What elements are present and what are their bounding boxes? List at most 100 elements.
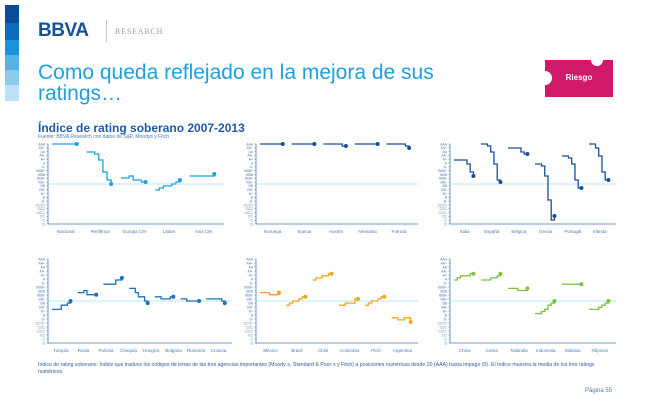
y-tick-label: A- — [42, 281, 45, 285]
y-tick-label: CCC+ — [438, 321, 447, 325]
series-end-marker — [119, 275, 124, 280]
y-tick-label: C — [43, 218, 46, 222]
y-tick-label: CC — [40, 333, 45, 337]
series-end-marker — [382, 294, 387, 299]
x-category-label: Grecia — [539, 229, 553, 234]
y-tick-label: BB — [40, 301, 45, 305]
bbva-logo: BBVA — [38, 20, 89, 41]
series-end-marker — [343, 144, 348, 148]
x-category-label: Turquía — [53, 348, 69, 353]
y-tick-label: B- — [444, 199, 447, 203]
series-end-marker — [329, 271, 334, 276]
series-end-marker — [375, 142, 380, 146]
y-tick-label: BB — [442, 184, 447, 188]
y-tick-label: C — [445, 337, 448, 341]
chart-panel-bottom-left: AAAAA+AAAA-A+AA-BBB+BBBBBB-BB+BBBB-B+BB-… — [36, 257, 232, 353]
x-category-label: Corea — [486, 348, 499, 353]
brand-stripe — [5, 5, 19, 23]
y-tick-label: BB+ — [246, 297, 253, 301]
y-tick-label: AA+ — [440, 146, 447, 150]
series-end-marker — [408, 320, 413, 324]
series-line-europa cm — [120, 175, 146, 183]
series-line-filipinas — [589, 301, 610, 311]
y-tick-label: CCC+ — [438, 203, 447, 207]
y-tick-label: BBB- — [439, 293, 447, 297]
y-tick-label: BB+ — [440, 180, 447, 184]
y-tick-label: BBB — [246, 173, 254, 177]
x-category-label: Europa CM — [123, 229, 146, 234]
series-end-marker — [303, 294, 308, 299]
x-category-label: Chile — [318, 348, 329, 353]
y-tick-label: BBB- — [439, 177, 447, 181]
series-end-marker — [525, 152, 530, 156]
y-tick-label: BB — [442, 301, 447, 305]
x-category-label: Italia — [460, 229, 470, 234]
series-end-marker — [222, 301, 227, 306]
x-category-label: Austria — [329, 229, 344, 234]
series-line-china — [454, 273, 474, 281]
series-line-francia — [386, 143, 410, 148]
series-end-marker — [276, 290, 281, 295]
y-tick-label: C — [251, 337, 254, 341]
y-tick-label: BB- — [247, 188, 253, 192]
x-category-label: Periférica — [91, 229, 111, 234]
y-tick-label: BBB+ — [244, 285, 253, 289]
y-tick-label: BBB- — [245, 293, 253, 297]
y-tick-label: CCC — [246, 207, 254, 211]
brand-stripe — [5, 23, 19, 40]
y-tick-label: BBB — [440, 289, 448, 293]
series-line-bulgaria — [154, 296, 174, 300]
y-tick-label: B+ — [249, 192, 253, 196]
y-tick-label: A — [445, 161, 448, 165]
x-category-label: Bulgaria — [165, 348, 182, 353]
series-line-grecia — [535, 163, 556, 221]
series-end-marker — [498, 271, 503, 276]
y-tick-label: A — [445, 277, 448, 281]
series-line-austria — [323, 143, 346, 147]
y-tick-label: BB- — [441, 305, 447, 309]
series-end-marker — [579, 282, 584, 287]
series-line-croacia — [206, 298, 226, 304]
y-tick-label: D — [43, 222, 46, 226]
y-tick-label: B- — [250, 317, 253, 321]
series-line-perú — [365, 296, 385, 306]
series-line-portugal — [562, 155, 582, 189]
y-tick-label: CCC+ — [244, 203, 253, 207]
chart-panel-top-left: AAAAA+AAAA-A+AA-BBB+BBBBBB-BB+BBBB-B+BB-… — [36, 142, 224, 234]
y-tick-label: B+ — [443, 192, 447, 196]
y-tick-label: AA+ — [38, 146, 45, 150]
y-tick-label: BBB — [440, 173, 448, 177]
y-tick-label: CCC+ — [36, 203, 45, 207]
logo-separator — [106, 20, 107, 42]
x-category-label: China — [459, 348, 471, 353]
chart-panel-bottom-right: AAAAA+AAAA-A+AA-BBB+BBBBBB-BB+BBBB-B+BB-… — [438, 257, 616, 353]
series-line-chequia — [103, 277, 123, 285]
y-tick-label: BBB- — [37, 293, 45, 297]
brand-stripe — [5, 70, 19, 85]
y-tick-label: AAA — [38, 142, 46, 146]
y-tick-label: AAA — [440, 142, 448, 146]
series-line-corea — [481, 273, 502, 281]
series-end-marker — [197, 299, 202, 303]
y-tick-label: BBB — [246, 289, 254, 293]
x-category-label: Indonesia — [536, 348, 556, 353]
series-line-latam — [155, 180, 181, 191]
y-tick-label: AA- — [247, 269, 253, 273]
brand-stripe — [5, 85, 19, 101]
y-tick-label: CCC+ — [36, 321, 45, 325]
series-line-periférica — [86, 151, 112, 184]
y-tick-label: BB- — [39, 305, 45, 309]
y-tick-label: BBB — [38, 173, 46, 177]
y-tick-label: B — [251, 313, 254, 317]
brand-stripe — [5, 55, 19, 70]
footnote: Índice de rating soberano: Índice que tr… — [38, 362, 595, 375]
series-line-indonesia — [535, 301, 556, 315]
y-tick-label: AA — [442, 265, 447, 269]
y-tick-label: AA+ — [246, 261, 253, 265]
series-line-irlanda — [589, 143, 609, 181]
x-category-label: Bélgica — [511, 229, 526, 234]
series-line-rumanía — [180, 298, 200, 302]
y-tick-label: AA+ — [38, 261, 45, 265]
chart-panel-top-right: AAAAA+AAAA-A+AA-BBB+BBBBBB-BB+BBBB-B+BB-… — [438, 142, 616, 234]
y-tick-label: AA — [248, 265, 253, 269]
